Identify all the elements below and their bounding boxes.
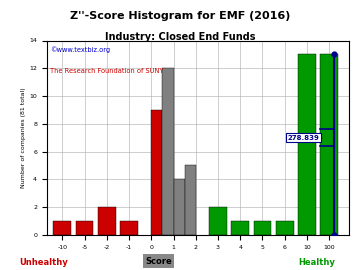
Bar bbox=[174, 179, 185, 235]
Bar bbox=[76, 221, 94, 235]
Bar bbox=[162, 68, 174, 235]
Text: Z''-Score Histogram for EMF (2016): Z''-Score Histogram for EMF (2016) bbox=[70, 11, 290, 21]
Bar bbox=[54, 221, 71, 235]
Bar bbox=[320, 54, 338, 235]
Bar bbox=[231, 221, 249, 235]
Text: ©www.textbiz.org: ©www.textbiz.org bbox=[50, 46, 110, 53]
Text: 278.839: 278.839 bbox=[287, 135, 319, 141]
Bar bbox=[98, 207, 116, 235]
Bar bbox=[276, 221, 294, 235]
Bar bbox=[209, 207, 227, 235]
Bar bbox=[253, 221, 271, 235]
Text: Healthy: Healthy bbox=[298, 258, 335, 267]
Bar bbox=[120, 221, 138, 235]
Text: The Research Foundation of SUNY: The Research Foundation of SUNY bbox=[50, 68, 163, 74]
Y-axis label: Number of companies (81 total): Number of companies (81 total) bbox=[22, 87, 26, 188]
Bar bbox=[298, 54, 316, 235]
Text: Industry: Closed End Funds: Industry: Closed End Funds bbox=[105, 32, 255, 42]
Bar bbox=[185, 166, 196, 235]
Text: Score: Score bbox=[145, 257, 172, 266]
Bar bbox=[151, 110, 162, 235]
Text: Unhealthy: Unhealthy bbox=[19, 258, 68, 267]
